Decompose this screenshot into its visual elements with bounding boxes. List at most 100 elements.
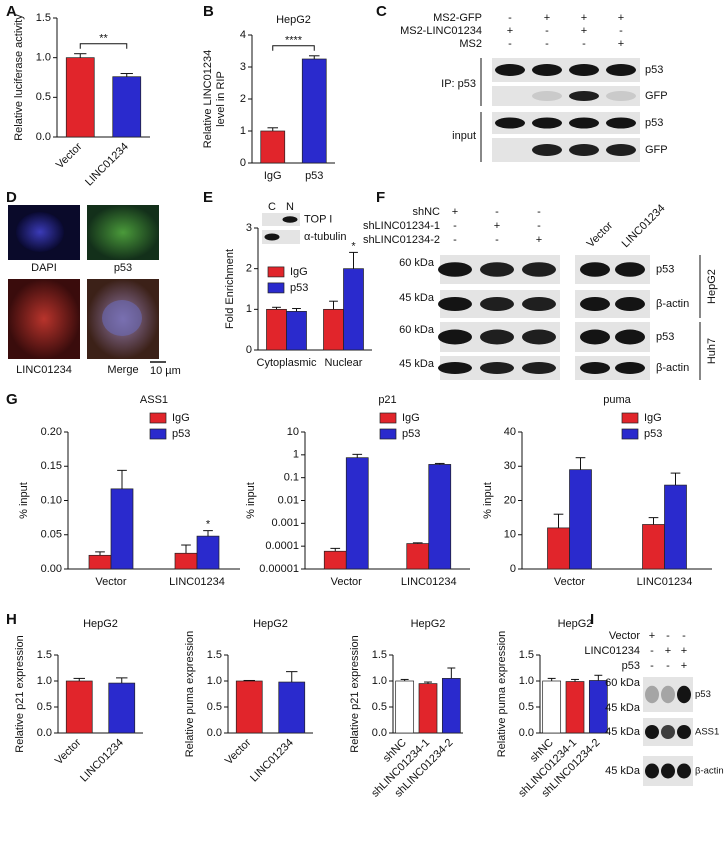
condition-sign: - <box>508 38 512 50</box>
condition-sign: - <box>545 25 549 37</box>
marker-label: 60 kDa <box>399 324 435 336</box>
y-tick-label: 10 <box>504 529 516 541</box>
channel-label: LINC01234 <box>16 364 72 376</box>
legend-label: IgG <box>172 412 190 424</box>
condition-sign: - <box>537 220 541 232</box>
condition-label: shNC <box>412 206 440 218</box>
blot-band <box>532 144 562 156</box>
band-label: p53 <box>656 263 674 275</box>
bar <box>65 57 95 138</box>
bar <box>260 130 286 164</box>
blot-band <box>569 117 599 129</box>
x-tick-label: LINC01234 <box>169 576 225 588</box>
band-label: p53 <box>695 689 711 700</box>
group-label: input <box>452 130 476 142</box>
chart-title: p21 <box>378 394 396 406</box>
condition-label: LINC01234 <box>620 202 668 250</box>
annotation: * <box>206 519 211 531</box>
condition-label: MS2-LINC01234 <box>400 25 482 37</box>
cell-line-label: Huh7 <box>706 338 718 364</box>
blot-band <box>480 262 514 277</box>
panel-label: E <box>203 189 213 206</box>
band-label: p53 <box>645 117 663 129</box>
significance-bracket <box>79 43 128 49</box>
blot-band <box>645 763 659 779</box>
chart-title: HepG2 <box>253 618 288 630</box>
blot-band <box>569 91 599 101</box>
y-tick-label: 1 <box>293 449 299 461</box>
y-tick-label: 3 <box>240 61 246 73</box>
y-tick-label: 1 <box>246 303 252 315</box>
channel-label: DAPI <box>31 262 57 274</box>
bar <box>542 680 562 734</box>
band-label: GFP <box>645 90 668 102</box>
y-tick-label: 0 <box>510 563 516 575</box>
condition-sign: + <box>536 234 542 246</box>
y-tick-label: 1.5 <box>36 12 51 24</box>
marker-label: 60 kDa <box>399 257 435 269</box>
chart-title: HepG2 <box>411 618 446 630</box>
x-tick-label: IgG <box>264 170 282 182</box>
significance-label: **** <box>285 35 303 47</box>
bar <box>278 681 306 734</box>
blot-band <box>677 685 691 704</box>
legend-swatch <box>621 428 639 440</box>
bar <box>395 680 415 734</box>
panel-label: A <box>6 3 17 20</box>
blot-band <box>532 91 562 101</box>
condition-sign: - <box>666 630 670 642</box>
bar <box>569 469 592 570</box>
y-tick-label: 0.20 <box>41 426 62 438</box>
fraction-label: N <box>286 201 294 213</box>
y-tick-label: 3 <box>246 222 252 234</box>
bar <box>174 552 198 570</box>
condition-sign: + <box>649 630 655 642</box>
chart-title: HepG2 <box>276 14 311 26</box>
marker-label: 45 kDa <box>605 702 641 714</box>
bar <box>547 527 570 570</box>
blot-band <box>480 297 514 311</box>
x-tick-label: p53 <box>305 170 323 182</box>
y-tick-label: 0.0 <box>372 727 387 739</box>
x-tick-label: LINC01234 <box>248 737 296 785</box>
bar <box>112 76 142 138</box>
condition-label: p53 <box>622 660 640 672</box>
x-tick-label: Vector <box>53 736 84 767</box>
annotation: * <box>351 240 356 252</box>
legend-label: p53 <box>172 428 190 440</box>
legend-label: p53 <box>644 428 662 440</box>
panel-label: B <box>203 3 214 20</box>
y-tick-label: 4 <box>240 29 246 41</box>
fraction-label: C <box>268 201 276 213</box>
blot-band <box>645 685 659 704</box>
condition-sign: + <box>681 645 687 657</box>
blot-band <box>522 262 556 277</box>
y-tick-label: 40 <box>504 426 516 438</box>
legend-swatch <box>149 428 167 440</box>
y-tick-label: 1.0 <box>372 675 387 687</box>
bar <box>642 524 665 570</box>
blot-band <box>645 725 659 739</box>
band-label: GFP <box>645 144 668 156</box>
bar <box>418 683 438 734</box>
band-label: β-actin <box>656 362 689 374</box>
condition-sign: - <box>537 206 541 218</box>
marker-label: 60 kDa <box>605 677 641 689</box>
condition-sign: + <box>618 12 624 24</box>
blot-band <box>532 117 562 129</box>
blot-band <box>606 117 636 129</box>
legend-swatch <box>267 282 285 294</box>
band-label: ASS1 <box>695 727 719 738</box>
marker-label: 45 kDa <box>605 726 641 738</box>
y-tick-label: 2 <box>240 93 246 105</box>
y-tick-label: 0.001 <box>271 517 299 529</box>
y-axis-label: Fold Enrichment <box>224 249 236 329</box>
band-label: β-actin <box>695 766 724 777</box>
blot-band <box>569 64 599 76</box>
y-tick-label: 0.05 <box>41 529 62 541</box>
bar <box>88 554 112 570</box>
channel-label: p53 <box>114 262 132 274</box>
condition-label: Vector <box>609 630 641 642</box>
condition-sign: + <box>618 38 624 50</box>
bar <box>428 464 452 570</box>
